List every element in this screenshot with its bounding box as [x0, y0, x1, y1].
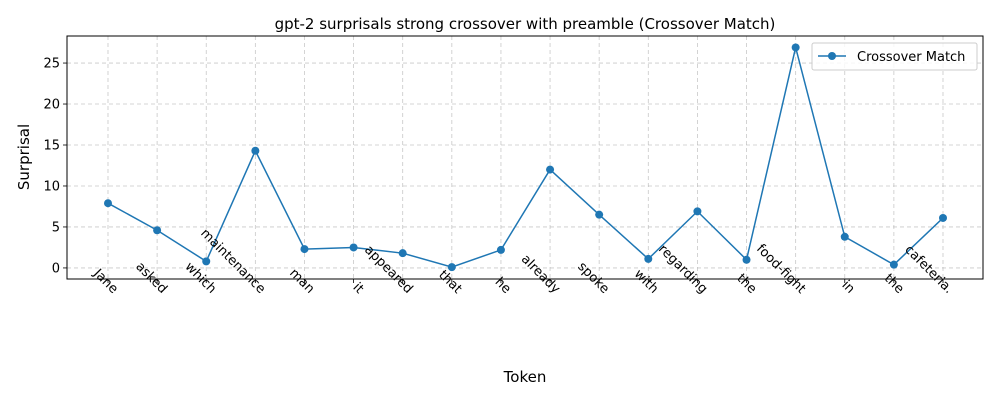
x-tick-label: the	[881, 271, 907, 297]
x-tick-label: Jane	[90, 266, 121, 297]
data-point	[742, 255, 751, 264]
x-tick-label: in	[839, 278, 858, 297]
data-point	[349, 243, 358, 252]
x-tick-label: it	[350, 280, 367, 297]
x-tick-label: the	[734, 271, 760, 297]
x-tick-label: with	[631, 267, 661, 297]
data-point	[693, 207, 702, 216]
legend: Crossover Match	[811, 42, 978, 71]
x-tick-label: already	[518, 252, 563, 297]
legend-label: Crossover Match	[857, 50, 965, 65]
y-tick-label: 15	[43, 139, 60, 154]
data-point	[939, 213, 947, 222]
x-tick-label: regarding	[655, 242, 710, 297]
x-tick-label: he	[492, 275, 514, 297]
y-tick-label: 20	[43, 98, 60, 113]
legend-marker	[828, 52, 836, 60]
data-point	[889, 260, 898, 269]
data-point	[644, 254, 653, 263]
chart-title: gpt-2 surprisals strong crossover with p…	[275, 15, 776, 33]
x-axis-label: Token	[503, 368, 547, 386]
y-axis-label: Surprisal	[15, 124, 33, 190]
x-tick-label: that	[435, 268, 464, 297]
data-point	[251, 146, 260, 155]
x-tick-label: man	[286, 266, 317, 297]
x-tick-label: which	[182, 259, 219, 296]
y-tick-label: 5	[52, 220, 60, 235]
data-point	[595, 210, 604, 219]
axes-frame	[66, 35, 984, 280]
y-tick-label: 10	[43, 179, 60, 194]
data-point	[202, 257, 211, 266]
data-point	[447, 263, 456, 272]
x-tick-label: spoke	[574, 259, 612, 297]
data-point	[546, 165, 555, 174]
data-point	[791, 43, 800, 52]
plot-area	[104, 43, 947, 272]
y-tick-label: 0	[52, 261, 60, 276]
series-line	[107, 47, 944, 268]
data-point	[496, 245, 505, 254]
data-point	[398, 249, 407, 258]
x-tick-label: appeared	[361, 243, 415, 297]
data-point	[840, 232, 849, 241]
y-ticks: 0 5 10 15 20 25	[43, 57, 67, 276]
legend-box	[811, 42, 978, 71]
data-point	[153, 226, 162, 235]
x-tick-label: cafeteria.	[901, 242, 955, 296]
data-point	[104, 199, 112, 208]
data-point	[300, 245, 309, 254]
x-tick-label: asked	[132, 259, 170, 297]
x-tick-label: food-fight	[753, 242, 808, 297]
y-tick-label: 25	[43, 57, 60, 72]
